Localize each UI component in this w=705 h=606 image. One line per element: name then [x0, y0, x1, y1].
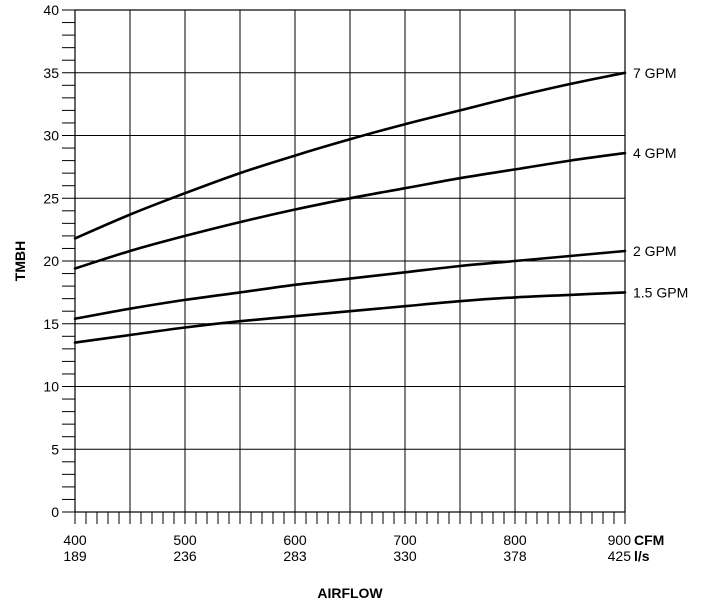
- series-label: 7 GPM: [633, 65, 677, 81]
- x-tick-label-cfm: 900: [608, 532, 632, 548]
- x-tick-label-cfm: 500: [173, 532, 197, 548]
- y-tick-label: 0: [51, 504, 59, 520]
- x-tick-label-ls: 378: [503, 548, 527, 564]
- gridline-layer: [74, 9, 626, 513]
- series-line: [73, 291, 627, 344]
- y-axis-title: TMBH: [12, 241, 28, 281]
- x-unit-cfm: CFM: [634, 532, 664, 548]
- x-tick-label-ls: 330: [393, 548, 417, 564]
- x-tick-label-ls: 236: [173, 548, 197, 564]
- series-label: 1.5 GPM: [633, 284, 688, 300]
- x-tick-label-cfm: 700: [393, 532, 417, 548]
- y-tick-label: 10: [43, 379, 59, 395]
- y-tick-label: 20: [43, 253, 59, 269]
- y-tick-label: 25: [43, 190, 59, 206]
- series-line: [73, 71, 627, 240]
- minor-tick-layer: [62, 9, 626, 524]
- series-label: 4 GPM: [633, 145, 677, 161]
- x-tick-label-cfm: 800: [503, 532, 527, 548]
- series-label: 2 GPM: [633, 243, 677, 259]
- x-tick-label-ls: 189: [63, 548, 87, 564]
- x-tick-label-ls: 283: [283, 548, 307, 564]
- series-line: [73, 151, 627, 270]
- y-tick-label: 30: [43, 128, 59, 144]
- y-tick-label: 35: [43, 65, 59, 81]
- x-axis-title: AIRFLOW: [317, 585, 383, 601]
- x-tick-label-ls: 425: [608, 548, 632, 564]
- y-tick-label: 5: [51, 441, 59, 457]
- x-unit-ls: l/s: [634, 548, 650, 564]
- x-tick-label-cfm: 400: [63, 532, 87, 548]
- y-tick-label: 15: [43, 316, 59, 332]
- series-layer: [73, 71, 627, 344]
- series-line: [73, 249, 627, 320]
- x-tick-label-cfm: 600: [283, 532, 307, 548]
- plot-frame: [74, 9, 626, 513]
- y-tick-label: 40: [43, 2, 59, 18]
